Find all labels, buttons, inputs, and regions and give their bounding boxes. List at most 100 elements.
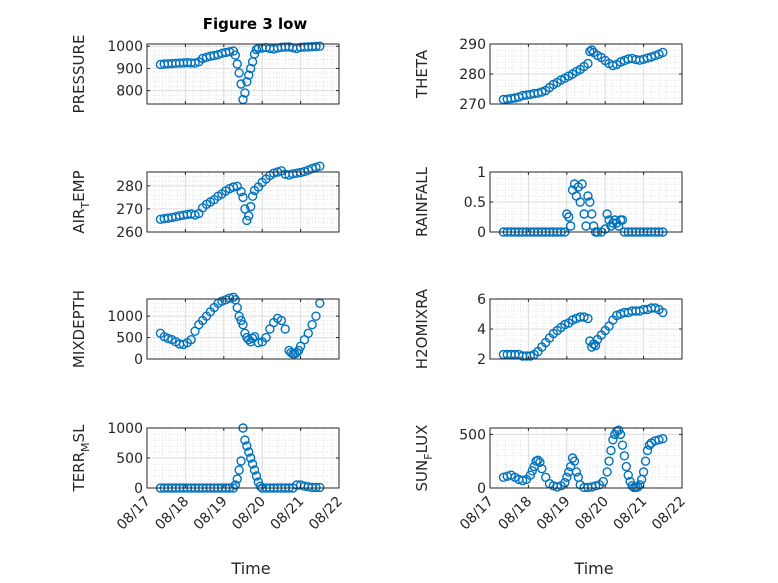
x-axis-label-right: Time	[573, 559, 613, 578]
data-point	[577, 179, 587, 189]
data-point	[255, 481, 265, 491]
y-tick-label: 280	[116, 179, 143, 195]
data-point	[315, 161, 325, 171]
data-point	[230, 480, 241, 490]
data-point	[232, 59, 242, 69]
data-point	[245, 453, 256, 463]
data-point	[619, 451, 630, 461]
data-point	[537, 464, 547, 474]
data-point	[253, 338, 264, 348]
data-point	[249, 465, 260, 475]
data-point	[186, 335, 196, 345]
data-point	[236, 79, 246, 89]
data-point	[583, 191, 593, 201]
y-tick-label: 270	[116, 202, 143, 218]
y-axis-label-subscript: M	[79, 442, 92, 452]
x-tick-label: 08/17	[457, 494, 497, 534]
data-point	[311, 162, 321, 173]
y-tick-label: 500	[459, 427, 486, 443]
data-point	[535, 457, 545, 467]
data-point	[247, 191, 258, 201]
y-tick-label: 0	[134, 481, 143, 497]
data-point	[242, 77, 252, 87]
data-point	[242, 215, 252, 226]
axes-box	[146, 298, 340, 360]
data-point	[585, 197, 595, 207]
series-mixdepth	[155, 292, 325, 359]
data-point	[303, 328, 313, 338]
data-point	[247, 459, 258, 469]
data-point	[560, 477, 570, 488]
data-point	[527, 466, 537, 476]
x-tick-label: 08/21	[611, 494, 651, 534]
y-tick-label: 500	[116, 451, 143, 467]
data-point	[606, 445, 616, 456]
data-point	[311, 311, 321, 321]
data-point	[525, 470, 536, 480]
x-tick-label: 08/20	[229, 494, 269, 534]
data-point	[598, 476, 608, 487]
data-point	[315, 41, 325, 51]
x-tick-label: 08/17	[114, 494, 154, 534]
y-axis-label-main: SUN	[413, 460, 431, 492]
data-point	[234, 68, 244, 78]
data-point	[617, 215, 628, 225]
axes-box	[146, 171, 340, 233]
data-point	[640, 456, 651, 466]
x-tick-label: 08/19	[534, 494, 574, 534]
data-point	[234, 465, 244, 475]
data-point	[307, 320, 317, 330]
data-point	[583, 58, 593, 69]
y-tick-label: 1000	[107, 39, 143, 55]
y-axis-label: SUNFLUX	[413, 425, 435, 492]
data-point	[658, 47, 668, 58]
data-point	[587, 209, 597, 219]
data-point	[228, 182, 239, 192]
data-point	[602, 209, 612, 219]
axes-box	[146, 43, 340, 105]
data-point	[232, 302, 242, 313]
data-point	[293, 345, 304, 356]
series-sun-flux	[498, 425, 668, 493]
y-tick-label: 1000	[107, 421, 143, 437]
data-point	[654, 435, 664, 445]
data-point	[311, 482, 321, 493]
y-tick-label: 260	[116, 225, 143, 241]
series-h2omixra	[498, 303, 668, 361]
data-point	[244, 447, 254, 457]
data-point	[585, 46, 595, 57]
major-grid	[147, 44, 339, 104]
data-point	[623, 470, 633, 480]
data-point	[163, 333, 173, 344]
data-point	[571, 467, 582, 477]
data-point	[617, 440, 628, 450]
data-point	[604, 456, 614, 466]
y-tick-label: 0	[477, 481, 486, 497]
data-point	[575, 197, 585, 207]
data-point	[315, 482, 325, 493]
y-tick-label: 2	[477, 352, 486, 368]
subplot-sun-flux: 0 500 SUNFLUX 08/1708/1808/1908/2008/2108/2…	[413, 425, 689, 534]
x-tick-label: 08/18	[152, 494, 192, 534]
data-point	[658, 307, 668, 318]
x-tick-label: 08/21	[268, 494, 308, 534]
data-point	[583, 313, 593, 324]
y-axis-label-main: RAINFALL	[413, 166, 431, 237]
subplot-h2omixra: 2 4 6 H2OMIXRA	[413, 288, 683, 369]
y-axis-label: H2OMIXRA	[413, 288, 431, 369]
y-tick-label: 1	[477, 165, 486, 181]
x-tick-label: 08/22	[649, 494, 689, 534]
subplot-rainfall: 0 0.5 1 RAINFALL	[413, 165, 683, 241]
data-point	[590, 340, 601, 351]
y-tick-label: 270	[459, 97, 486, 113]
y-axis-label: MIXDEPTH	[70, 290, 88, 368]
y-axis-label-main: TERR	[70, 452, 88, 493]
data-point	[642, 445, 653, 456]
data-point	[587, 45, 597, 55]
data-point	[236, 456, 246, 466]
x-tick-label: 08/20	[572, 494, 612, 534]
y-axis-label-subscript: T	[79, 202, 92, 210]
data-point	[236, 186, 246, 197]
